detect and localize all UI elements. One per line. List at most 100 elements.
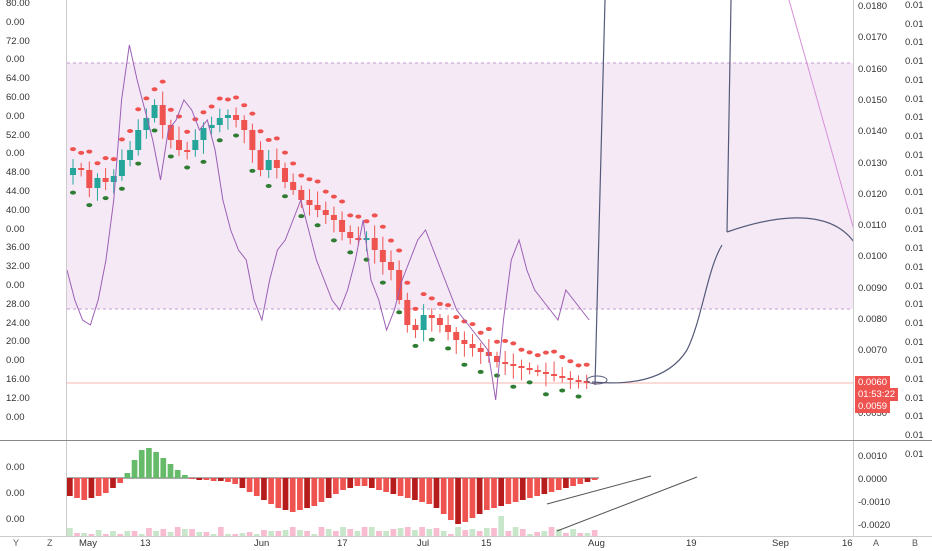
trend-line-1: [594, 0, 606, 386]
left-osc-label: 0.00: [6, 514, 25, 525]
sar-dot-low: [184, 165, 191, 170]
candle-body: [396, 270, 403, 300]
sar-dot-high: [559, 355, 566, 360]
sar-dot-high: [94, 161, 101, 166]
left-axis-label: 44.00: [6, 186, 30, 197]
osc-bar: [584, 478, 591, 482]
volume-bar: [282, 530, 289, 536]
candle-body: [347, 232, 354, 238]
candle-body: [453, 332, 460, 340]
price-axis-label: 0.0120: [858, 188, 888, 200]
price-axis-label: 0.0130: [858, 157, 888, 169]
osc-bar: [275, 478, 282, 508]
price-axis[interactable]: [853, 0, 899, 440]
far-right-label: 0.01: [905, 392, 924, 404]
osc-bar: [297, 478, 303, 510]
left-axis-label: 0.00: [6, 148, 25, 160]
sar-dot-low: [510, 384, 517, 389]
far-right-label: 0.01: [905, 299, 924, 311]
curve-arc: [726, 217, 854, 243]
left-axis-label: 64.00: [6, 73, 30, 85]
osc-bar: [368, 478, 375, 488]
volume-bar: [297, 530, 303, 536]
volume-bar: [102, 534, 109, 536]
zoom-button[interactable]: Z: [47, 538, 53, 548]
volume-bar: [383, 531, 390, 536]
volume-bar: [138, 534, 145, 536]
sar-dot-high: [388, 238, 394, 243]
oscillator-pane[interactable]: [66, 441, 854, 536]
osc-bar: [110, 478, 116, 488]
osc-bar: [88, 478, 95, 498]
sar-dot-high: [453, 315, 460, 320]
volume-bar: [124, 531, 131, 536]
far-right-label: 0.01: [905, 168, 924, 180]
osc-bar: [81, 478, 88, 500]
time-axis[interactable]: [0, 536, 932, 551]
osc-bar: [505, 478, 512, 504]
sar-dot-low: [135, 161, 142, 166]
candle-body: [135, 130, 142, 150]
candle-body: [127, 150, 134, 160]
sar-dot-low: [298, 214, 305, 219]
main-chart-pane[interactable]: [66, 0, 854, 440]
candles: [70, 91, 590, 389]
osc-axis-label: -0.0010: [858, 497, 891, 508]
osc-trend-2: [556, 476, 698, 532]
sar-dot-high: [428, 296, 435, 301]
sar-dot-low: [70, 190, 76, 195]
sar-dot-high: [306, 177, 313, 182]
rsi-line: [67, 44, 590, 401]
volume-bar: [354, 531, 361, 536]
b-button[interactable]: B: [912, 538, 919, 548]
sar-dot-high: [102, 156, 109, 161]
far-right-label: 0.01: [905, 243, 924, 255]
sar-dot-high: [70, 147, 76, 152]
price-axis-label: 0.0110: [858, 220, 887, 232]
osc-bar: [577, 478, 584, 484]
osc-axis-label: 0.0000: [858, 474, 888, 485]
sar-dot-high: [347, 213, 354, 218]
price-axis-label: 0.0100: [858, 251, 888, 263]
volume-bar: [426, 529, 433, 536]
volume-bar: [563, 533, 569, 536]
sar-dot-low: [151, 128, 158, 133]
left-axis-label: 20.00: [6, 336, 30, 348]
candle-body: [257, 150, 264, 170]
price-axis-label: 0.0140: [858, 126, 888, 138]
year-button[interactable]: Y: [13, 538, 20, 548]
candle-body: [371, 238, 378, 250]
time-axis-label: 15: [481, 538, 492, 549]
pane-divider[interactable]: [0, 440, 932, 441]
price-axis-label: 0.0170: [858, 32, 888, 44]
candle-body: [436, 318, 443, 325]
time-axis-label: May: [79, 538, 97, 549]
candle-body: [192, 140, 199, 150]
left-axis-label: 0.00: [6, 110, 25, 122]
sar-dot-low: [249, 168, 256, 173]
volume-bar: [548, 527, 555, 536]
volume-bar: [433, 528, 440, 536]
left-axis-label: 0.00: [6, 280, 25, 291]
far-right-label: 0.01: [905, 261, 924, 273]
sar-dot-high: [510, 341, 517, 346]
sar-dot-high: [494, 339, 500, 344]
far-right-label: 0.01: [905, 18, 924, 30]
osc-axis: [853, 441, 899, 536]
volume-bar: [117, 534, 124, 536]
osc-bar: [131, 460, 138, 478]
sar-dot-high: [518, 347, 525, 352]
candle-body: [265, 160, 272, 170]
sar-dot-high: [257, 129, 264, 134]
sar-dot-high: [322, 189, 329, 194]
far-right-label: 0.01: [905, 448, 924, 460]
candle-body: [322, 210, 329, 215]
time-axis-label: 17: [337, 538, 348, 549]
price-axis-label: 0.0090: [858, 282, 888, 294]
osc-bar: [347, 478, 354, 488]
time-axis-label: 13: [140, 538, 151, 549]
auto-button[interactable]: A: [873, 538, 880, 548]
sar-dot-low: [559, 388, 566, 393]
osc-bar: [555, 478, 562, 490]
time-axis-label: Jun: [254, 538, 270, 549]
